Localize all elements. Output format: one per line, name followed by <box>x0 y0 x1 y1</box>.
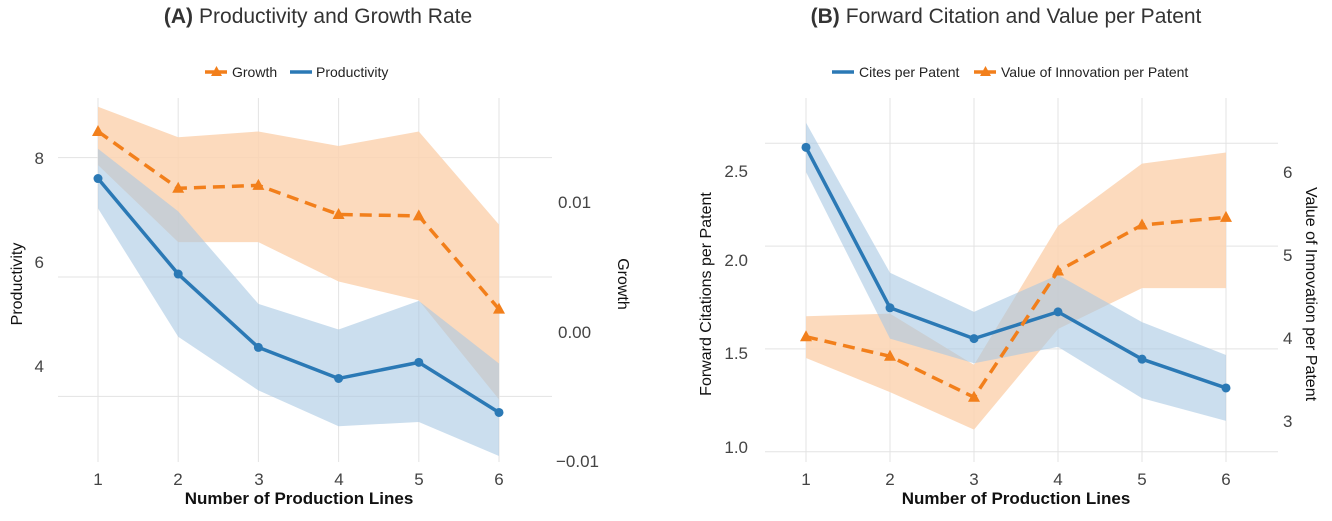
b-point-cites-per-patent-3 <box>969 334 979 344</box>
panel-a-y2tick-neg0.01: −0.01 <box>556 452 599 471</box>
b-point-value-of-innovation-per-patent-5 <box>1136 218 1148 230</box>
a-point-growth-6 <box>493 302 505 314</box>
a-point-productivity-6 <box>494 407 504 417</box>
a-line-growth <box>96 130 501 311</box>
panel-a-lines <box>96 130 501 414</box>
panel-a-bands <box>98 106 499 457</box>
panel-a-y2tick-0.00: 0.00 <box>558 323 591 342</box>
panel-a-y2label: Growth <box>614 258 631 310</box>
legend-label-growth: Growth <box>232 64 277 80</box>
panel-b-lines <box>804 146 1227 399</box>
b-point-value-of-innovation-per-patent-6 <box>1220 210 1232 222</box>
b-point-cites-per-patent-2 <box>885 303 895 313</box>
panel-b-title-text: Forward Citation and Value per Patent <box>846 5 1202 28</box>
panel-b-ylabel: Forward Citations per Patent <box>698 192 715 396</box>
panel-b-legend: Cites per Patent Value of Innovation per… <box>832 64 1188 80</box>
panel-a-xlabel: Number of Production Lines <box>185 489 414 508</box>
legend-label-productivity: Productivity <box>316 64 388 80</box>
panel-b-y2tick-3: 3 <box>1283 412 1292 431</box>
b-point-value-of-innovation-per-patent-4 <box>1052 264 1064 276</box>
panel-a-title-text: Productivity and Growth Rate <box>199 5 472 28</box>
panel-a-y2tick-0.01: 0.01 <box>558 193 591 212</box>
a-point-growth-3 <box>252 178 265 190</box>
panel-a-xtick-2: 2 <box>173 470 182 489</box>
panel-b-ytick-2.5: 2.5 <box>724 162 748 181</box>
panel-a-label: (A) <box>164 5 193 28</box>
panel-a-title: (A) Productivity and Growth Rate <box>164 5 472 28</box>
panel-b-ytick-1.5: 1.5 <box>724 344 748 363</box>
panel-a-points <box>92 124 505 417</box>
b-line-value-of-innovation-per-patent <box>805 215 1227 399</box>
a-point-growth-5 <box>412 209 425 221</box>
panel-b: (B) Forward Citation and Value per Patent… <box>698 5 1319 508</box>
panel-b-bands <box>806 122 1226 430</box>
a-point-productivity-2 <box>173 269 183 279</box>
panel-b-points <box>800 142 1232 402</box>
panel-a-xtick-3: 3 <box>254 470 263 489</box>
b-point-cites-per-patent-6 <box>1221 383 1231 393</box>
b-line-cites-per-patent <box>804 146 1227 390</box>
b-point-cites-per-patent-1 <box>801 142 811 152</box>
panel-b-title: (B) Forward Citation and Value per Patent <box>811 5 1202 28</box>
a-line-productivity <box>96 177 500 414</box>
panel-b-xtick-5: 5 <box>1137 470 1146 489</box>
panel-b-y2tick-4: 4 <box>1283 329 1292 348</box>
legend-marker-growth <box>211 66 222 76</box>
panel-a-xtick-5: 5 <box>414 470 423 489</box>
panel-b-ytick-1.0: 1.0 <box>724 438 748 457</box>
panel-b-y2tick-5: 5 <box>1283 246 1292 265</box>
b-point-value-of-innovation-per-patent-3 <box>968 390 980 402</box>
panel-a-ylabel: Productivity <box>9 243 26 326</box>
panel-a-ytick-6: 6 <box>35 253 44 272</box>
panel-a: (A) Productivity and Growth Rate Growth P… <box>9 5 631 508</box>
panel-b-xlabel: Number of Production Lines <box>902 489 1131 508</box>
b-point-value-of-innovation-per-patent-2 <box>884 349 896 361</box>
panel-b-y2label: Value of Innovation per Patent <box>1302 187 1319 402</box>
panel-b-xtick-6: 6 <box>1221 470 1230 489</box>
legend-label-value: Value of Innovation per Patent <box>1001 64 1188 80</box>
panel-b-xtick-1: 1 <box>801 470 810 489</box>
panel-a-ytick-4: 4 <box>35 357 44 376</box>
legend-marker-value <box>980 66 991 76</box>
a-point-productivity-4 <box>334 373 344 383</box>
a-point-productivity-1 <box>93 174 103 184</box>
panel-a-legend: Growth Productivity <box>205 64 388 80</box>
panel-b-label: (B) <box>811 5 840 28</box>
panel-a-xtick-4: 4 <box>334 470 343 489</box>
a-point-productivity-3 <box>253 342 263 352</box>
b-point-value-of-innovation-per-patent-1 <box>800 330 812 342</box>
panel-b-ytick-2.0: 2.0 <box>724 251 748 270</box>
panel-b-xtick-4: 4 <box>1053 470 1062 489</box>
b-band-value-of-innovation-per-patent <box>806 152 1226 430</box>
panel-a-xtick-6: 6 <box>494 470 503 489</box>
panel-b-xtick-3: 3 <box>969 470 978 489</box>
a-point-growth-1 <box>92 124 104 136</box>
a-band-growth <box>98 106 499 400</box>
panel-a-xtick-1: 1 <box>93 470 102 489</box>
a-band-productivity <box>98 148 499 457</box>
a-point-growth-4 <box>332 207 345 219</box>
a-point-productivity-5 <box>414 357 424 367</box>
legend-label-cites: Cites per Patent <box>859 64 959 80</box>
a-point-growth-2 <box>172 181 185 193</box>
panel-b-xtick-2: 2 <box>885 470 894 489</box>
panel-a-ytick-8: 8 <box>35 149 44 168</box>
b-point-cites-per-patent-5 <box>1137 354 1147 364</box>
b-point-cites-per-patent-4 <box>1053 307 1063 317</box>
panel-b-y2tick-6: 6 <box>1283 163 1292 182</box>
